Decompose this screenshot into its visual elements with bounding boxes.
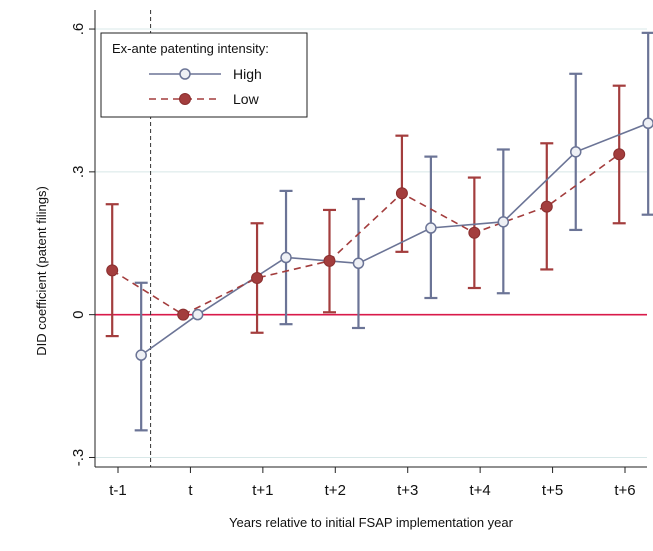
- series-lines: [111, 122, 649, 356]
- y-tick-label: 0: [70, 310, 87, 318]
- x-tick-label: t+3: [397, 482, 418, 499]
- series-markers: [106, 117, 653, 361]
- data-point-low: [468, 226, 481, 239]
- data-point-high: [569, 146, 582, 158]
- x-tick-label: t+2: [325, 482, 346, 499]
- legend-low-label: Low: [233, 91, 260, 107]
- legend-high-label: High: [233, 66, 262, 82]
- axes: [89, 10, 647, 473]
- series-line-high: [140, 122, 649, 356]
- legend: Ex-ante patenting intensity: High Low: [100, 32, 308, 118]
- data-point-low: [106, 264, 119, 277]
- data-point-low: [323, 254, 336, 267]
- series-line-low: [111, 153, 620, 316]
- data-point-high: [642, 117, 653, 130]
- x-tick-label: t+1: [252, 482, 273, 499]
- x-tick-label: t+4: [470, 482, 491, 499]
- data-point-low: [395, 187, 408, 200]
- legend-title: Ex-ante patenting intensity:: [112, 41, 269, 56]
- x-tick-labels: t-1 t t+1 t+2 t+3 t+4 t+5 t+6: [109, 482, 635, 499]
- y-tick-label: -.3: [70, 449, 87, 467]
- data-point-high: [425, 222, 437, 234]
- x-tick-label: t+6: [614, 482, 635, 499]
- x-tick-label: t-1: [109, 482, 127, 499]
- x-axis-label: Years relative to initial FSAP implement…: [229, 515, 514, 530]
- legend-box: [100, 32, 308, 118]
- data-point-low: [177, 308, 190, 321]
- data-point-high: [191, 308, 204, 321]
- y-tick-label: .6: [70, 23, 87, 36]
- data-point-high: [135, 349, 147, 361]
- legend-low-marker: [179, 93, 191, 105]
- data-point-low: [613, 148, 626, 161]
- x-tick-label: t+5: [542, 482, 563, 499]
- y-axis-label: DID coefficient (patent filings): [34, 186, 49, 356]
- y-tick-labels: .6 .3 0 -.3: [70, 23, 87, 466]
- x-tick-label: t: [188, 482, 193, 499]
- data-point-high: [497, 216, 510, 228]
- data-point-low: [540, 200, 553, 213]
- data-point-low: [251, 272, 264, 285]
- y-tick-label: .3: [70, 166, 87, 179]
- legend-high-marker: [179, 68, 191, 80]
- data-point-high: [352, 257, 365, 270]
- data-point-high: [280, 251, 292, 264]
